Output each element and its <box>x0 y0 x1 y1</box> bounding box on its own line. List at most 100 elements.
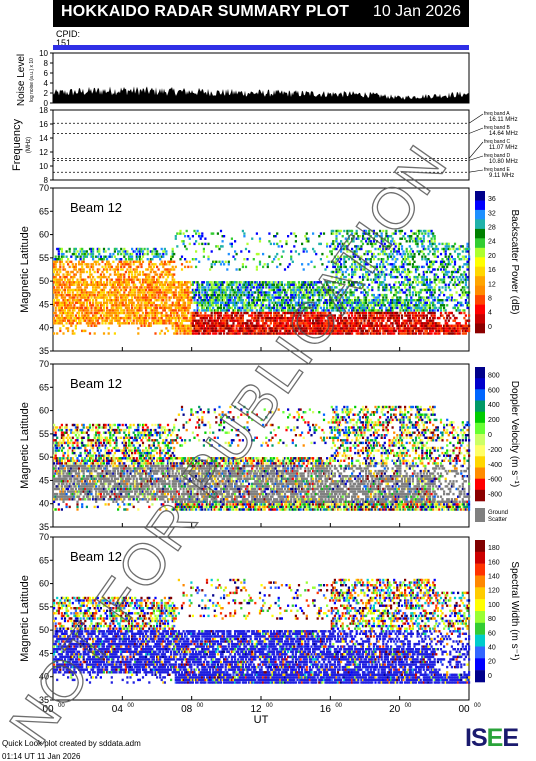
scatter-cell <box>397 242 400 246</box>
scatter-cell <box>425 283 428 286</box>
scatter-cell <box>310 311 313 315</box>
scatter-cell <box>372 319 375 322</box>
scatter-cell <box>349 332 352 335</box>
scatter-cell <box>255 324 258 327</box>
scatter-cell <box>393 242 396 246</box>
scatter-cell <box>416 242 419 246</box>
scatter-cell <box>202 301 205 304</box>
scatter-cell <box>184 301 187 304</box>
scatter-cell <box>385 283 388 286</box>
scatter-cell <box>218 296 221 299</box>
scatter-cell <box>361 306 365 310</box>
scatter-cell <box>276 316 279 320</box>
scatter-cell <box>193 293 196 297</box>
scatter-cell <box>120 260 123 263</box>
scatter-cell <box>263 314 266 317</box>
scatter-cell <box>90 252 93 256</box>
scatter-cell <box>88 273 92 276</box>
scatter-cell <box>271 316 274 320</box>
scatter-cell <box>179 332 182 335</box>
scatter-cell <box>165 319 168 322</box>
scatter-cell <box>148 324 151 327</box>
scatter-cell <box>296 314 299 317</box>
scatter-cell <box>118 291 121 294</box>
scatter-cell <box>310 322 313 325</box>
scatter-cell <box>386 237 389 240</box>
scatter-cell <box>430 324 433 327</box>
scatter-cell <box>90 265 93 269</box>
scatter-cell <box>90 263 93 266</box>
scatter-cell <box>227 263 230 266</box>
scatter-cell <box>338 242 341 246</box>
scatter-cell <box>315 332 318 335</box>
scatter-cell <box>351 324 354 327</box>
scatter-cell <box>156 288 159 292</box>
scatter-cell <box>340 314 343 317</box>
scatter-cell <box>173 304 176 307</box>
scatter-cell <box>54 293 57 297</box>
scatter-cell <box>404 301 407 304</box>
scatter-cell <box>246 283 249 286</box>
scatter-cell <box>78 268 81 271</box>
scatter-cell <box>427 324 430 327</box>
scatter-cell <box>87 306 90 310</box>
scatter-cell <box>73 304 76 307</box>
scatter-cell <box>237 306 240 310</box>
scatter-cell <box>294 332 297 335</box>
scatter-cell <box>432 324 435 327</box>
scatter-cell <box>333 332 336 335</box>
scatter-cell <box>326 329 329 333</box>
scatter-cell <box>351 247 354 251</box>
scatter-cell <box>335 232 338 235</box>
scatter-cell <box>427 311 430 315</box>
scatter-cell <box>76 255 79 258</box>
scatter-cell <box>351 263 354 266</box>
scatter-cell <box>388 311 391 315</box>
scatter-cell <box>60 286 63 289</box>
scatter-cell <box>393 270 396 274</box>
frequency-lines <box>53 122 469 173</box>
scatter-cell <box>283 304 287 307</box>
scatter-cell <box>93 311 96 315</box>
scatter-cell <box>216 281 219 284</box>
scatter-cell <box>354 329 357 333</box>
scatter-cell <box>282 301 285 304</box>
scatter-cell <box>368 327 371 330</box>
scatter-cell <box>410 319 413 322</box>
scatter-cell <box>290 322 293 325</box>
scatter-cell <box>346 245 349 248</box>
scatter-cell <box>163 281 166 284</box>
scatter-cell <box>115 304 118 307</box>
scatter-cell <box>71 311 74 315</box>
scatter-cell <box>329 301 332 304</box>
scatter-cell <box>134 293 137 297</box>
scatter-cell <box>433 309 436 312</box>
scatter-cell <box>99 309 102 312</box>
scatter-cell <box>271 288 274 292</box>
scatter-cell <box>357 296 360 299</box>
scatter-cell <box>93 322 96 325</box>
scatter-cell <box>296 309 299 312</box>
scatter-cell <box>113 250 116 253</box>
scatter-cell <box>277 299 280 302</box>
scatter-cell <box>385 260 388 263</box>
scatter-cell <box>154 322 157 325</box>
scatter-cell <box>262 291 265 294</box>
scatter-cell <box>425 324 428 327</box>
scatter-cell <box>195 314 198 317</box>
scatter-cell <box>193 288 196 292</box>
scatter-cell <box>71 309 74 312</box>
scatter-cell <box>341 270 344 274</box>
scatter-cell <box>251 283 254 286</box>
scatter-cell <box>229 293 232 297</box>
scatter-cell <box>57 255 60 258</box>
scatter-cell <box>132 288 135 292</box>
scatter-cell <box>414 324 418 327</box>
scatter-cell <box>263 311 266 315</box>
scatter-cell <box>396 311 399 315</box>
scatter-cell <box>414 237 418 240</box>
scatter-cell <box>149 311 152 315</box>
scatter-cell <box>280 281 283 284</box>
scatter-cell <box>141 316 145 320</box>
scatter-cell <box>127 301 131 304</box>
